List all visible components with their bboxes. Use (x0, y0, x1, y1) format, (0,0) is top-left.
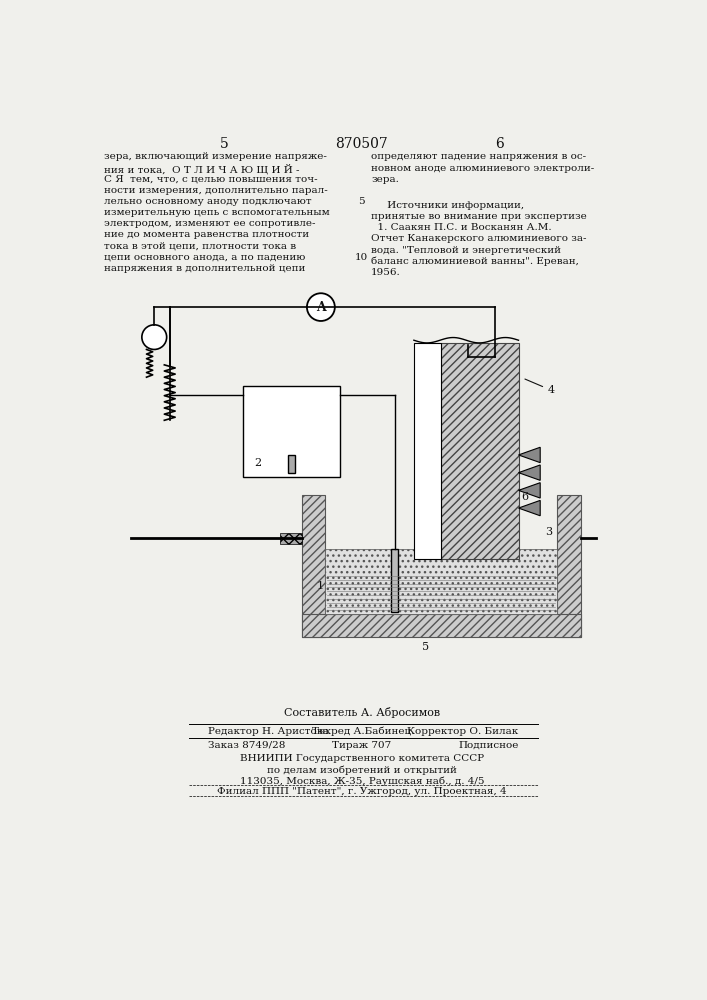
Text: определяют падение напряжения в ос-: определяют падение напряжения в ос- (371, 152, 586, 161)
Bar (441, 343, 518, 559)
Text: ния и тока,  О Т Л И Ч А Ю Щ И Й -: ния и тока, О Т Л И Ч А Ю Щ И Й - (104, 164, 299, 174)
Text: Техред А.Бабинец: Техред А.Бабинец (312, 727, 411, 736)
Text: по делам изобретений и открытий: по делам изобретений и открытий (267, 765, 457, 775)
Text: ВНИИПИ Государственного комитета СССР: ВНИИПИ Государственного комитета СССР (240, 754, 484, 763)
Bar (301, 614, 580, 637)
Text: 3: 3 (546, 527, 553, 537)
Polygon shape (518, 500, 540, 516)
Text: 6: 6 (521, 492, 528, 502)
Bar (280, 533, 301, 544)
Bar (301, 495, 325, 637)
Text: лельно основному аноду подключают: лельно основному аноду подключают (104, 197, 312, 206)
Bar (391, 549, 398, 612)
Bar (557, 495, 580, 637)
Bar (288, 455, 295, 473)
Polygon shape (518, 483, 540, 498)
Text: Корректор О. Билак: Корректор О. Билак (407, 727, 518, 736)
Text: 1956.: 1956. (371, 268, 401, 277)
Text: 10: 10 (354, 253, 368, 262)
Bar (414, 343, 441, 559)
Text: тока в этой цепи, плотности тока в: тока в этой цепи, плотности тока в (104, 242, 296, 251)
Text: 6: 6 (495, 137, 503, 151)
Text: 5: 5 (422, 642, 429, 652)
Text: электродом, изменяют ее сопротивле-: электродом, изменяют ее сопротивле- (104, 219, 315, 228)
Text: ние до момента равенства плотности: ние до момента равенства плотности (104, 230, 309, 239)
Text: 5: 5 (220, 137, 228, 151)
Text: Тираж 707: Тираж 707 (332, 741, 392, 750)
Circle shape (307, 293, 335, 321)
Text: 113035, Москва, Ж-35, Раушская наб., д. 4/5: 113035, Москва, Ж-35, Раушская наб., д. … (240, 776, 484, 786)
Bar (325, 549, 557, 614)
Text: Филиал ППП "Патент", г. Ужгород, ул. Проектная, 4: Филиал ППП "Патент", г. Ужгород, ул. Про… (217, 787, 507, 796)
Text: 5: 5 (358, 197, 365, 206)
Text: Составитель А. Абросимов: Составитель А. Абросимов (284, 707, 440, 718)
Text: Отчет Канакерского алюминиевого за-: Отчет Канакерского алюминиевого за- (371, 234, 587, 243)
Text: измерительную цепь с вспомогательным: измерительную цепь с вспомогательным (104, 208, 329, 217)
Text: 1: 1 (317, 581, 324, 591)
Text: новном аноде алюминиевого электроли-: новном аноде алюминиевого электроли- (371, 164, 595, 173)
Text: 870507: 870507 (336, 137, 388, 151)
Text: A: A (316, 301, 326, 314)
Text: Источники информации,: Источники информации, (371, 201, 525, 210)
Text: принятые во внимание при экспертизе: принятые во внимание при экспертизе (371, 212, 587, 221)
Text: 1. Саакян П.С. и Восканян А.М.: 1. Саакян П.С. и Восканян А.М. (371, 223, 552, 232)
Polygon shape (518, 465, 540, 480)
Bar (243, 386, 340, 477)
Text: цепи основного анода, а по падению: цепи основного анода, а по падению (104, 253, 305, 262)
Text: Подписное: Подписное (458, 741, 518, 750)
Circle shape (142, 325, 167, 349)
Text: С Я  тем, что, с целью повышения точ-: С Я тем, что, с целью повышения точ- (104, 175, 317, 184)
Text: 2: 2 (255, 458, 262, 468)
Text: вода. "Тепловой и энергетический: вода. "Тепловой и энергетический (371, 246, 561, 255)
Polygon shape (518, 447, 540, 463)
Text: напряжения в дополнительной цепи: напряжения в дополнительной цепи (104, 264, 305, 273)
Text: Редактор Н. Аристова: Редактор Н. Аристова (209, 727, 329, 736)
Text: баланс алюминиевой ванны". Ереван,: баланс алюминиевой ванны". Ереван, (371, 257, 579, 266)
Text: ности измерения, дополнительно парал-: ности измерения, дополнительно парал- (104, 186, 327, 195)
Text: зера, включающий измерение напряже-: зера, включающий измерение напряже- (104, 152, 327, 161)
Text: Заказ 8749/28: Заказ 8749/28 (209, 741, 286, 750)
Text: 4: 4 (525, 379, 555, 395)
Text: зера.: зера. (371, 175, 399, 184)
